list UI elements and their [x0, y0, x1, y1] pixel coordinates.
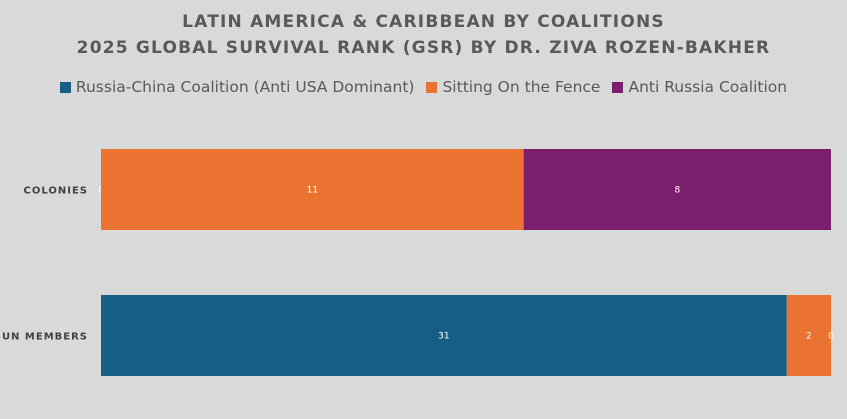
data-label-colonies-sitting-on-the-fence: 11	[307, 186, 318, 196]
legend-item-russia-china: Russia-China Coalition (Anti USA Dominan…	[59, 78, 415, 96]
chart-legend: Russia-China Coalition (Anti USA Dominan…	[0, 78, 847, 96]
category-label-colonies: COLONIES	[24, 186, 88, 197]
chart-title: LATIN AMERICA & CARIBBEAN BY COALITIONS	[182, 12, 665, 32]
legend-swatch-russia-china	[59, 81, 71, 93]
data-label-un-members-anti-russia-coalition: 0	[828, 332, 834, 342]
legend-label-sitting-on-fence: Sitting On the Fence	[442, 78, 601, 96]
data-label-un-members-russia-china-coalition-anti-usa-dominant: 31	[438, 332, 449, 342]
legend-label-anti-russia: Anti Russia Coalition	[628, 78, 788, 96]
category-label-un-members: UN MEMBERS	[2, 332, 88, 343]
legend-swatch-sitting-on-fence	[426, 81, 438, 93]
data-label-un-members-sitting-on-the-fence: 2	[806, 332, 812, 342]
legend-label-russia-china: Russia-China Coalition (Anti USA Dominan…	[75, 78, 415, 96]
bar-un-members-sitting-on-the-fence	[786, 295, 831, 376]
bar-un-members-russia-china-coalition-anti-usa-dominant	[101, 295, 787, 376]
legend-item-anti-russia: Anti Russia Coalition	[612, 78, 787, 96]
data-label-colonies-anti-russia-coalition: 8	[674, 186, 680, 196]
bar-colonies-sitting-on-the-fence	[101, 149, 524, 230]
bar-colonies-anti-russia-coalition	[523, 149, 831, 230]
legend-swatch-anti-russia	[612, 81, 624, 93]
chart-subtitle: 2025 GLOBAL SURVIVAL RANK (GSR) BY DR. Z…	[76, 38, 771, 58]
legend-item-sitting-on-fence: Sitting On the Fence	[426, 78, 600, 96]
